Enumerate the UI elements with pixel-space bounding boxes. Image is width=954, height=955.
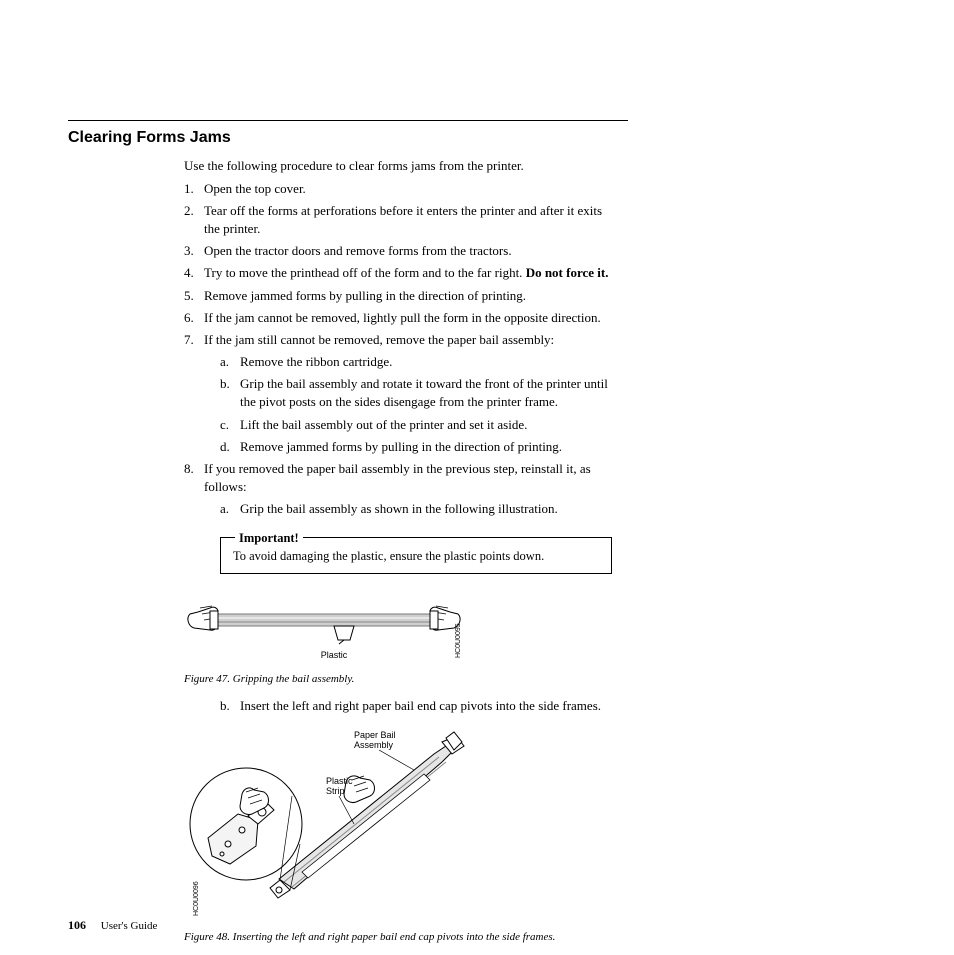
step-2: Tear off the forms at perforations befor… bbox=[184, 202, 614, 238]
fig47-code: HC0U0095 bbox=[455, 623, 462, 658]
step-7d: Remove jammed forms by pulling in the di… bbox=[220, 438, 614, 456]
figure-47: Plastic HC0U0095 Figure 47. Gripping the… bbox=[184, 586, 628, 716]
body-content: Use the following procedure to clear for… bbox=[184, 157, 614, 574]
fig48-code: HC0U0096 bbox=[193, 881, 200, 916]
fig48-assembly-label2: Assembly bbox=[354, 740, 394, 750]
page-footer: 106 User's Guide bbox=[68, 917, 157, 934]
figure-48-caption: Figure 48. Inserting the left and right … bbox=[184, 930, 628, 945]
intro-text: Use the following procedure to clear for… bbox=[184, 157, 614, 175]
figure-47-caption: Figure 47. Gripping the bail assembly. bbox=[184, 672, 628, 687]
step-7c: Lift the bail assembly out of the printe… bbox=[220, 416, 614, 434]
figure-48-svg: Paper Bail Assembly Plastic Strip HC0U00… bbox=[184, 724, 484, 924]
figure-47-svg: Plastic HC0U0095 bbox=[184, 586, 464, 666]
page-number: 106 bbox=[68, 918, 86, 932]
step-8b: Insert the left and right paper bail end… bbox=[220, 697, 628, 715]
step-4: Try to move the printhead off of the for… bbox=[184, 264, 614, 282]
fig48-strip-label1: Plastic bbox=[326, 776, 353, 786]
figure-48: Paper Bail Assembly Plastic Strip HC0U00… bbox=[184, 724, 628, 945]
step-7: If the jam still cannot be removed, remo… bbox=[184, 331, 614, 456]
section-title: Clearing Forms Jams bbox=[68, 127, 628, 149]
step-8-sublist: Grip the bail assembly as shown in the f… bbox=[220, 500, 614, 518]
important-callout: Important! To avoid damaging the plastic… bbox=[220, 537, 612, 575]
step-3: Open the tractor doors and remove forms … bbox=[184, 242, 614, 260]
callout-text: To avoid damaging the plastic, ensure th… bbox=[233, 549, 544, 563]
footer-guide: User's Guide bbox=[101, 920, 158, 932]
step-8: If you removed the paper bail assembly i… bbox=[184, 460, 614, 519]
fig47-plastic-label: Plastic bbox=[321, 650, 348, 660]
step-7b: Grip the bail assembly and rotate it tow… bbox=[220, 375, 614, 411]
step-7-sublist: Remove the ribbon cartridge. Grip the ba… bbox=[220, 353, 614, 456]
fig48-strip-label2: Strip bbox=[326, 786, 345, 796]
step-1: Open the top cover. bbox=[184, 180, 614, 198]
step-6: If the jam cannot be removed, lightly pu… bbox=[184, 309, 614, 327]
step-7a: Remove the ribbon cartridge. bbox=[220, 353, 614, 371]
step-8a: Grip the bail assembly as shown in the f… bbox=[220, 500, 614, 518]
section-rule bbox=[68, 120, 628, 121]
callout-label: Important! bbox=[235, 530, 303, 548]
fig48-assembly-label1: Paper Bail bbox=[354, 730, 396, 740]
step-5: Remove jammed forms by pulling in the di… bbox=[184, 287, 614, 305]
step-8b-list: Insert the left and right paper bail end… bbox=[220, 697, 628, 715]
procedure-list: Open the top cover. Tear off the forms a… bbox=[184, 180, 614, 519]
